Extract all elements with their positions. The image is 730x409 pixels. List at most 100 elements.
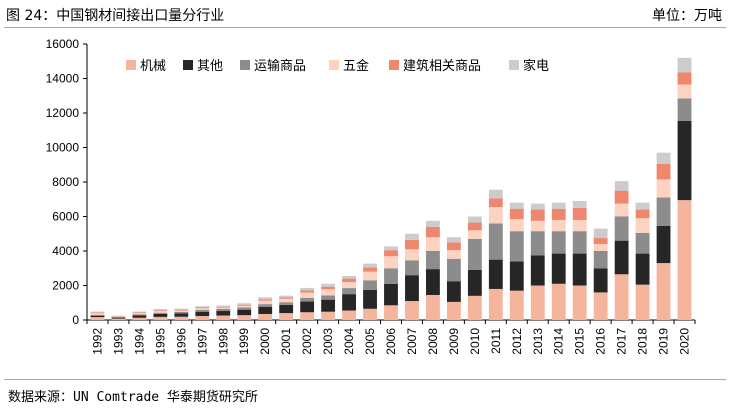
bar-segment-2000-3 xyxy=(258,300,273,305)
bar-segment-2003-3 xyxy=(321,289,336,296)
bar-segment-2006-5 xyxy=(384,246,398,251)
bar-segment-1992-3 xyxy=(90,313,105,315)
bar-segment-2016-3 xyxy=(593,244,608,251)
bar-segment-2008-5 xyxy=(426,220,440,227)
bar-segment-2012-0 xyxy=(509,290,524,320)
bar-segment-2005-1 xyxy=(363,289,377,309)
bar-segment-2020-0 xyxy=(677,200,692,320)
x-tick-label: 2011 xyxy=(489,328,503,354)
legend-label-3: 五金 xyxy=(343,58,369,74)
bar-segment-2004-5 xyxy=(342,276,356,279)
x-tick-label: 2008 xyxy=(426,328,440,355)
x-tick-label: 2018 xyxy=(636,328,650,355)
chart-header: 图 24：中国钢材间接出口量分行业 单位：万吨 xyxy=(6,5,724,27)
legend-label-0: 机械 xyxy=(140,59,166,74)
bar-segment-2015-5 xyxy=(572,200,587,208)
x-tick-label: 2004 xyxy=(342,328,356,355)
bar-segment-2019-3 xyxy=(656,179,671,198)
x-tick-label: 2002 xyxy=(300,328,314,355)
legend-swatch-4 xyxy=(389,60,399,70)
bar-segment-2012-1 xyxy=(509,261,524,291)
bar-segment-2007-0 xyxy=(405,301,419,320)
top-divider xyxy=(4,27,726,28)
bar-segment-2010-0 xyxy=(467,295,482,320)
bar-segment-2006-3 xyxy=(384,256,398,269)
bar-segment-2010-2 xyxy=(467,238,482,270)
bar-segment-2007-5 xyxy=(405,233,419,240)
bar-segment-2005-2 xyxy=(363,280,377,290)
legend-label-2: 运输商品 xyxy=(254,58,306,74)
bar-segment-1994-2 xyxy=(132,314,147,316)
bar-segment-2012-3 xyxy=(509,219,524,232)
bar-segment-2019-4 xyxy=(656,163,671,180)
bar-segment-2006-0 xyxy=(384,305,398,320)
x-tick-label: 1997 xyxy=(195,328,209,355)
bar-segment-1995-4 xyxy=(153,310,168,312)
bar-segment-1997-0 xyxy=(195,316,210,320)
bar-segment-2017-0 xyxy=(614,274,629,320)
bar-segment-1997-4 xyxy=(195,307,210,309)
stacked-bar-chart: 0 2000 4000 6000 8000 10000 12000 14000 16000 199… xyxy=(46,37,696,355)
bar-segment-2018-3 xyxy=(635,218,650,233)
x-tick-label: 2010 xyxy=(468,328,482,355)
bar-segment-2008-1 xyxy=(426,269,440,295)
legend-swatch-5 xyxy=(509,60,519,70)
bar-segment-2018-1 xyxy=(635,253,650,285)
x-tick-label: 2017 xyxy=(615,328,629,355)
bar-segment-2004-2 xyxy=(342,288,356,295)
bar-segment-2009-1 xyxy=(446,281,461,302)
bar-segment-2017-2 xyxy=(614,216,629,241)
bar-segment-1996-0 xyxy=(174,316,189,320)
bar-segment-2001-5 xyxy=(279,295,294,298)
x-tick-label: 2006 xyxy=(384,328,398,355)
bar-segment-2001-4 xyxy=(279,297,294,299)
bar-segment-2014-3 xyxy=(551,219,566,232)
x-tick-label: 1993 xyxy=(111,328,125,355)
bar-segment-2000-1 xyxy=(258,306,273,314)
bar-segment-2012-2 xyxy=(509,231,524,262)
bar-segment-2017-3 xyxy=(614,203,629,217)
bar-segment-2002-3 xyxy=(300,292,315,298)
legend-swatch-0 xyxy=(126,60,136,70)
bar-segment-1996-5 xyxy=(174,308,189,310)
bar-segment-2017-4 xyxy=(614,190,629,204)
bar-segment-1997-3 xyxy=(195,308,210,310)
bar-segment-2005-0 xyxy=(363,308,377,320)
bar-segment-2009-0 xyxy=(446,301,461,320)
y-tick-label: 14000 xyxy=(46,72,80,86)
bar-segment-2009-2 xyxy=(446,258,461,282)
bar-segment-2018-2 xyxy=(635,232,650,254)
bar-segment-1999-1 xyxy=(237,309,252,316)
bar-segment-2011-4 xyxy=(488,198,503,208)
bar-segment-1995-5 xyxy=(153,309,168,311)
bar-segment-2013-5 xyxy=(530,203,545,210)
bar-segment-2001-2 xyxy=(279,302,294,305)
bar-segment-2009-5 xyxy=(446,237,461,243)
bar-segment-2011-0 xyxy=(488,288,503,320)
x-tick-label: 2003 xyxy=(321,328,335,355)
bar-segment-2015-0 xyxy=(572,285,587,320)
x-tick-label: 2020 xyxy=(678,328,692,355)
bar-segment-2014-5 xyxy=(551,202,566,209)
x-tick-label: 2015 xyxy=(573,328,587,355)
bar-segment-1992-4 xyxy=(90,312,105,314)
bar-segment-1998-3 xyxy=(216,307,231,309)
bar-segment-1999-3 xyxy=(237,305,252,308)
bar-segment-1996-3 xyxy=(174,310,189,312)
bar-segment-2008-4 xyxy=(426,226,440,238)
bar-segment-1993-2 xyxy=(111,317,126,318)
bar-segment-1998-1 xyxy=(216,311,231,316)
bar-segment-2020-4 xyxy=(677,72,692,85)
bar-segment-2009-3 xyxy=(446,250,461,259)
bar-segment-1995-1 xyxy=(153,313,168,317)
bar-segment-2011-5 xyxy=(488,189,503,199)
bar-segment-2015-2 xyxy=(572,231,587,254)
x-tick-label: 1999 xyxy=(237,328,251,355)
y-tick-label: 0 xyxy=(72,313,79,327)
bar-segment-2013-0 xyxy=(530,285,545,320)
bar-segment-2010-4 xyxy=(467,222,482,231)
bar-segment-2014-0 xyxy=(551,283,566,320)
bar-segment-2001-1 xyxy=(279,304,294,314)
x-tick-label: 2001 xyxy=(279,328,293,355)
bar-segment-2013-2 xyxy=(530,231,545,256)
